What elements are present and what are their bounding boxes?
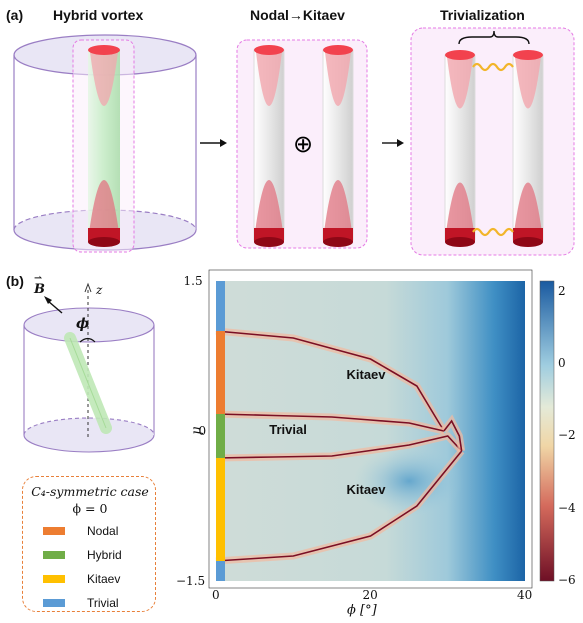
legend-label-trivial: Trivial — [87, 596, 119, 610]
colorbar — [539, 280, 555, 582]
curly-brace — [458, 30, 530, 45]
colorbar-tick-label: 2 — [558, 283, 566, 298]
colorbar-tick-label: −4 — [558, 500, 576, 515]
legend-swatch-trivial — [43, 599, 65, 607]
x-tick-label: 20 — [362, 588, 378, 602]
boundary-line-middle-upper — [215, 413, 445, 432]
arrow-2 — [382, 139, 404, 147]
axis-z-label: z — [96, 283, 103, 297]
legend-swatch-hybrid — [43, 551, 65, 559]
boundary-line-lower — [215, 450, 463, 562]
colorbar-tick-label: −2 — [558, 428, 576, 443]
title-nodal-kitaev: Nodal→Kitaev — [250, 7, 345, 23]
legend-title: C₄-symmetric case — [23, 484, 157, 499]
y-axis-label: μ — [189, 426, 205, 435]
region-label-trivial-1: Trivial — [269, 422, 307, 437]
legend-box: C₄-symmetric case ϕ = 0 Nodal Hybrid Kit… — [22, 476, 156, 612]
panel-a-label: (a) — [6, 7, 24, 23]
legend-title-line1: C₄-symmetric case — [31, 484, 149, 499]
heatmap-background — [216, 281, 525, 581]
title-hybrid-vortex: Hybrid vortex — [53, 7, 144, 23]
legend-subtitle: ϕ = 0 — [72, 501, 108, 516]
field-b-text: B — [34, 282, 45, 297]
heatmap-blue-region — [354, 446, 465, 516]
legend-swatch-kitaev — [43, 575, 65, 583]
angle-phi-label: ϕ — [76, 316, 90, 332]
boundary-line-upper — [215, 330, 445, 432]
legend-label-hybrid: Hybrid — [87, 548, 122, 562]
hybrid-vortex-tube — [88, 45, 120, 247]
tilted-vortex-figure — [23, 282, 155, 453]
majorana-tube-left — [253, 45, 285, 247]
colorbar-tick-label: −6 — [558, 573, 576, 587]
plot-frame — [208, 269, 533, 589]
direct-sum-symbol: ⊕ — [293, 130, 313, 158]
legend-label-kitaev: Kitaev — [87, 572, 121, 586]
phase-strip — [216, 281, 225, 581]
phase-strip-kitaev-3 — [216, 458, 225, 561]
y-tick-label: 0 — [198, 424, 207, 438]
majorana-tube-right — [322, 45, 354, 247]
arrow-1 — [200, 139, 227, 147]
boundary-line-cross — [443, 419, 463, 452]
trivial-tube-right — [512, 50, 544, 247]
legend-label-nodal: Nodal — [87, 524, 119, 538]
phase-strip-trivial-0 — [216, 281, 225, 331]
trivial-tube-left — [444, 50, 476, 247]
phase-strip-hybrid-2 — [216, 414, 225, 458]
y-tick-label: −1.5 — [176, 574, 206, 588]
phase-strip-nodal-1 — [216, 331, 225, 414]
y-tick-label: 1.5 — [183, 274, 203, 288]
x-tick-label: 40 — [517, 588, 533, 602]
phase-boundaries — [215, 327, 466, 565]
phase-strip-trivial-4 — [216, 561, 225, 581]
title-trivialization: Trivialization — [440, 7, 525, 23]
axis-ticks — [208, 269, 533, 589]
region-label-kitaev-2: Kitaev — [346, 482, 386, 497]
coupling-wave-top — [472, 62, 514, 72]
colorbar-tick-label: 0 — [558, 356, 566, 371]
field-b-label: ⇀ B — [34, 273, 45, 297]
heatmap-area — [216, 281, 525, 581]
x-axis-label: ϕ [°] — [347, 603, 377, 618]
legend-swatch-nodal — [43, 527, 65, 535]
coupling-wave-bottom — [472, 227, 514, 237]
boundary-line-middle-lower — [215, 435, 463, 459]
panel-b-label: (b) — [6, 273, 24, 289]
region-label-kitaev-0: Kitaev — [346, 367, 386, 382]
x-tick-label: 0 — [212, 588, 220, 602]
panel-a-figure: ⊕ — [13, 27, 575, 256]
